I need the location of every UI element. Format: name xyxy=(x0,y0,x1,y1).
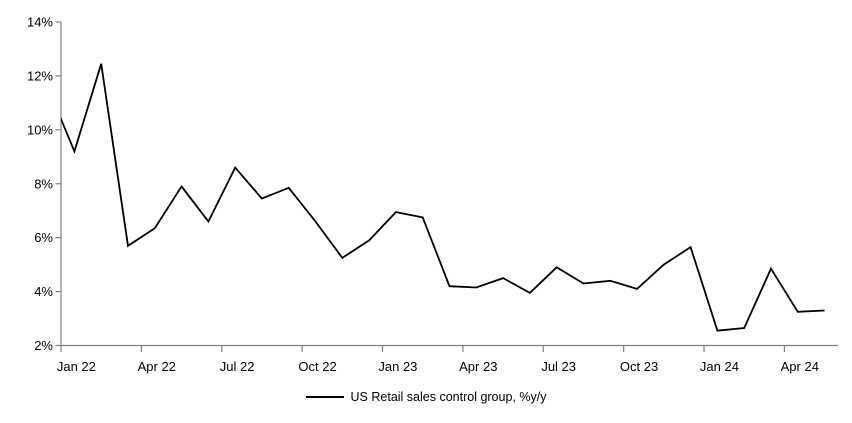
x-tick-label: Jul 23 xyxy=(541,359,576,374)
x-tick-label: Apr 23 xyxy=(459,359,497,374)
x-tick-label: Jul 22 xyxy=(220,359,255,374)
x-tick-label: Jan 22 xyxy=(57,359,96,374)
series-line xyxy=(61,63,825,332)
x-tick-label: Oct 23 xyxy=(620,359,658,374)
y-tick-label: 2% xyxy=(34,338,53,353)
y-tick-label: 4% xyxy=(34,284,53,299)
x-tick-label: Oct 22 xyxy=(298,359,336,374)
y-tick-label: 14% xyxy=(27,15,53,30)
legend-line-marker-icon xyxy=(305,396,344,398)
legend: US Retail sales control group, %y/y xyxy=(0,384,852,410)
x-tick-label: Apr 24 xyxy=(781,359,819,374)
legend-label: US Retail sales control group, %y/y xyxy=(350,390,547,404)
y-tick-label: 8% xyxy=(34,176,53,191)
y-tick-label: 6% xyxy=(34,230,53,245)
x-tick-label: Apr 22 xyxy=(138,359,176,374)
x-tick-label: Jan 23 xyxy=(378,359,417,374)
line-chart: 2% 4% 6% 8% 10% 12% 14% Jan 22 Apr 22 Jul 22 Oct 2… xyxy=(27,15,838,374)
y-tick-label: 10% xyxy=(27,122,53,137)
y-tick-label: 12% xyxy=(27,68,53,83)
x-tick-label: Jan 24 xyxy=(700,359,739,374)
